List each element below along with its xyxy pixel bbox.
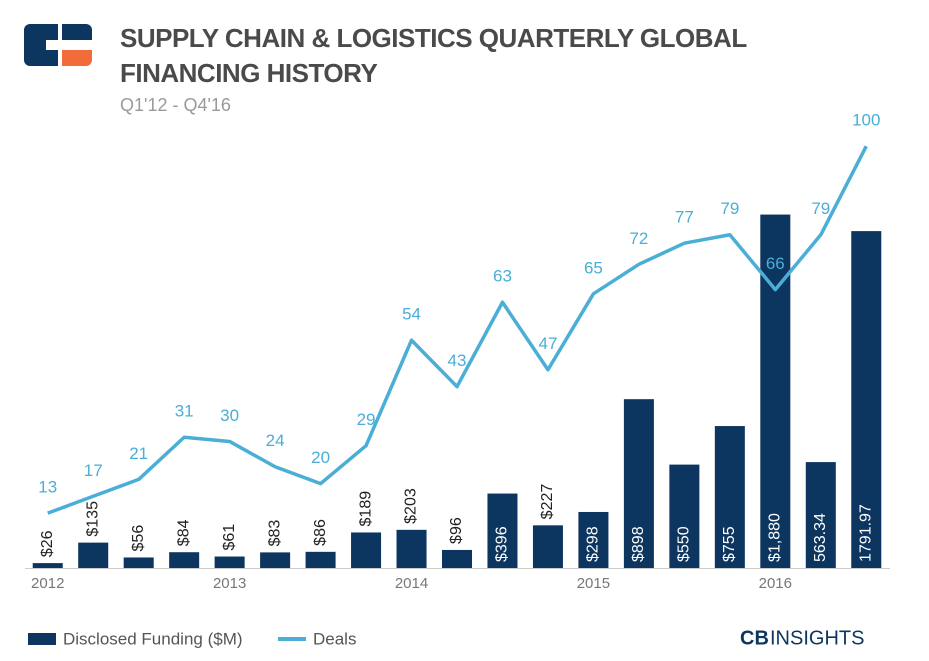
bar-label: $83	[266, 520, 283, 547]
bar	[578, 511, 609, 568]
bar	[396, 529, 427, 568]
bar-label: $61	[221, 524, 238, 551]
bar	[441, 549, 473, 568]
bar	[123, 557, 154, 568]
bar	[487, 493, 518, 568]
bar-label: $84	[175, 519, 192, 546]
legend-swatch	[28, 633, 56, 645]
bar-label: 563.34	[812, 513, 829, 562]
x-tick-label: 2016	[759, 575, 792, 592]
bar-label: $96	[448, 517, 465, 544]
line-label: 54	[402, 305, 421, 324]
bar-label: 1791.97	[857, 504, 874, 562]
line-label: 43	[448, 351, 467, 370]
line-label: 20	[311, 448, 330, 467]
line-label: 66	[766, 254, 785, 273]
bar-label: $298	[585, 526, 602, 562]
bar	[805, 462, 836, 568]
brand: INSIGHTS	[770, 627, 864, 649]
bar-label: $189	[357, 491, 374, 527]
line-label: 17	[84, 461, 103, 480]
bar-label: $135	[84, 501, 101, 537]
x-tick-label: 2014	[395, 575, 428, 592]
line-label: 47	[538, 334, 557, 353]
bar-label: $203	[403, 488, 420, 524]
bar-label: $396	[494, 526, 511, 562]
line-label: 63	[493, 267, 512, 286]
bar-label: $755	[721, 526, 738, 562]
bar-label: $86	[312, 519, 329, 546]
line	[47, 145, 868, 515]
line-label: 21	[129, 444, 148, 463]
line-label: 72	[629, 229, 648, 248]
bar	[305, 551, 336, 568]
bar	[78, 542, 109, 568]
bar-label: $1,880	[767, 513, 784, 562]
chart-title: SUPPLY CHAIN & LOGISTICS QUARTERLY GLOBA…	[120, 23, 747, 53]
x-tick-label: 2012	[31, 575, 64, 592]
bar	[32, 563, 63, 568]
legend-label: Deals	[313, 629, 356, 648]
legend-label: Disclosed Funding ($M)	[63, 629, 243, 648]
logo	[24, 24, 92, 66]
bar-label: $227	[539, 484, 556, 520]
x-tick-label: 2013	[213, 575, 246, 592]
line-label: 31	[175, 402, 194, 421]
bar	[169, 552, 200, 568]
bar	[260, 552, 291, 568]
bar-label: $56	[130, 525, 147, 552]
bar-label: $26	[39, 530, 56, 557]
line-label: 79	[811, 199, 830, 218]
line-label: 79	[720, 199, 739, 218]
bar	[623, 399, 654, 568]
bar	[669, 464, 700, 568]
brand: CB	[740, 627, 769, 649]
line-label: 24	[266, 431, 285, 450]
chart-subtitle: Q1'12 - Q4'16	[120, 95, 231, 115]
x-tick-label: 2015	[577, 575, 610, 592]
bar-label: $898	[630, 526, 647, 562]
bar	[851, 231, 882, 569]
line-label: 65	[584, 258, 603, 277]
bar-label: $550	[676, 526, 693, 562]
line-label: 30	[220, 406, 239, 425]
line-label: 13	[38, 478, 57, 497]
bar	[214, 556, 245, 568]
line-label: 29	[357, 410, 376, 429]
chart-title: FINANCING HISTORY	[120, 58, 377, 88]
bar	[714, 426, 745, 568]
bar	[760, 214, 791, 568]
bar	[532, 525, 563, 568]
line-label: 77	[675, 208, 694, 227]
bar	[351, 532, 382, 568]
line-label: 100	[852, 111, 880, 130]
